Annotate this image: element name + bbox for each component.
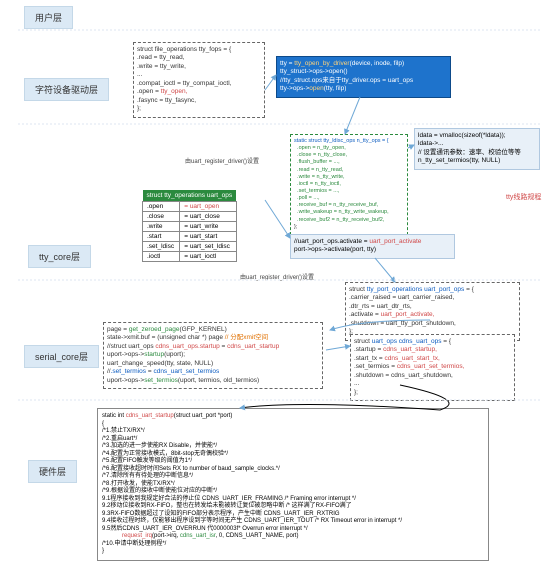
uart-ops-r3b: = uart_write <box>180 222 236 232</box>
hw-c9d: 9.4接收过程时终，仅能够出程序设到字等时间无产生 CDNS_UART_IER_… <box>102 518 484 526</box>
thread-label: tty线路规程 <box>506 192 541 202</box>
port-ops-l5: .shutdown = uart_tty_port_shutdown, <box>349 320 516 328</box>
ldisc-box: static struct tty_ldisc_ops n_tty_ops = … <box>290 134 408 235</box>
uart-ops-r2b: = uart_close <box>180 212 236 222</box>
uart-ops-r6b: = uart_ioctl <box>180 252 236 262</box>
serial-l4: uport->ops->startup(uport); <box>107 351 319 359</box>
cdns-l2: .startup = cdns_uart_startup, <box>354 346 511 354</box>
tty-open-l1: tty = tty_open_by_driver(device, inode, … <box>280 60 447 68</box>
file-ops-title: struct file_operations tty_fops = { <box>137 46 261 54</box>
hw-close: } <box>102 548 484 556</box>
file-ops-fasync: .fasync = tty_fasync, <box>137 97 261 105</box>
uart-ops-r2a: .close <box>143 212 180 222</box>
hw-c6: /*6.配置接收超时时间Sets RX to number of baud_sa… <box>102 466 484 474</box>
file-ops-write: .write = tty_write, <box>137 63 261 71</box>
uart-ops-r6a: .ioctl <box>143 252 180 262</box>
uart-ops-r5b: = uart_set_ldisc <box>180 242 236 252</box>
hw-c9b: 9.2移动位接收到RX-FIFO，整也在转发给未能被转让复位被忽略中断 /* 这… <box>102 503 484 511</box>
serial-box: page = get_zeroed_page(GFP_KERNEL) state… <box>103 322 323 389</box>
port-ops-l4: .activate = uart_port_activate, <box>349 311 516 319</box>
note-reg1: 由uart_register_driver()设置 <box>185 156 259 165</box>
serial-l7: uport->ops->set_termios(uport, termios, … <box>107 377 319 385</box>
cdns-l7: }; <box>354 389 511 397</box>
cdns-l3: .start_tx = cdns_uart_start_tx, <box>354 355 511 363</box>
hw-c1: /*1.禁止TX/RX*/ <box>102 428 484 436</box>
cdns-l5: .shutdown = cdns_uart_shutdown, <box>354 372 511 380</box>
layer-serialcore: serial_core层 <box>24 345 99 368</box>
file-ops-dots: ... <box>137 71 261 79</box>
ldata-l3: // 设置通讯参数：速率、校验位等等 <box>418 149 536 157</box>
uart-ops-table: struct tty_operations uart_ops .open= ua… <box>142 190 237 262</box>
hw-box: static int cdns_uart_startup(struct uart… <box>97 408 489 561</box>
ldata-l1: ldata = vmalloc(sizeof(*ldata)); <box>418 132 536 140</box>
cdns-l6: ... <box>354 380 511 388</box>
activate-box: //uart_port_ops.activate = uart_port_act… <box>290 234 455 259</box>
serial-l5: uart_change_speed(tty, state, NULL) <box>107 360 319 368</box>
file-ops-read: .read = tty_read, <box>137 54 261 62</box>
file-ops-end: }; <box>137 105 261 113</box>
uart-ops-r4a: .start <box>143 232 180 242</box>
hw-c5: /*5.配置FIFO触发等级的阈值为1*/ <box>102 458 484 466</box>
activate-l1: //uart_port_ops.activate = uart_port_act… <box>294 238 451 246</box>
tty-open-l4: tty->ops->open(tty, filp) <box>280 85 447 93</box>
tty-open-l3: //tty_struct.ops来自于tty_driver.ops = uart… <box>280 77 447 85</box>
tty-open-l2: tty_struct->ops->open() <box>280 68 447 76</box>
port-ops-l2: .carrier_raised = uart_carrier_raised, <box>349 294 516 302</box>
ldisc-lines: .open = n_tty_open, .close = n_tty_close… <box>294 145 404 224</box>
hw-c2: /*2.重启uart*/ <box>102 436 484 444</box>
port-ops-l3: .dtr_rts = uart_dtr_rts, <box>349 303 516 311</box>
port-ops-l1: struct tty_port_operations uart_port_ops… <box>349 286 516 294</box>
hw-c9e: 9.5然后CDNS_UART_IER_OVERRUN 代0000003f* Ov… <box>102 526 484 534</box>
cdns-l1: struct uart_ops cdns_uart_ops = { <box>354 338 511 346</box>
hw-c7: /*7.清除所有有待处理的中断信息*/ <box>102 473 484 481</box>
layer-user: 用户层 <box>24 6 73 29</box>
note-reg2: 由uart_register_driver()设置 <box>240 272 314 281</box>
hw-c9: /*9.根据设置的接收中断使能位对应的中断*/ <box>102 488 484 496</box>
uart-ops-r3a: .write <box>143 222 180 232</box>
hw-c8: /*8.打开收发，使能TX/RX*/ <box>102 481 484 489</box>
port-ops-box: struct tty_port_operations uart_port_ops… <box>345 282 520 341</box>
serial-l2: state->xmit.buf = (unsigned char *) page… <box>107 334 319 342</box>
ldisc-title: static struct tty_ldisc_ops n_tty_ops = … <box>294 138 404 145</box>
file-ops-open: .open = tty_open, <box>137 88 261 96</box>
ldata-box: ldata = vmalloc(sizeof(*ldata)); ldata->… <box>414 128 540 170</box>
uart-ops-r1a: .open <box>143 202 180 212</box>
cdns-l4: .set_termios = cdns_uart_set_termios, <box>354 363 511 371</box>
hw-c10: /*10.申请中断处理例程*/ <box>102 541 484 549</box>
hw-c4: /*4.配置为正常接收模式，8bit-stop无奇偶校验*/ <box>102 451 484 459</box>
uart-ops-header: struct tty_operations uart_ops <box>143 190 237 202</box>
uart-ops-r4b: = uart_start <box>180 232 236 242</box>
cdns-ops-box: struct uart_ops cdns_uart_ops = { .start… <box>350 334 515 401</box>
uart-ops-r1b: = uart_open <box>180 202 236 212</box>
file-ops-box: struct file_operations tty_fops = { .rea… <box>133 42 265 118</box>
hw-c3: /*3.加选的进一步使能RX Disable，并使能*/ <box>102 443 484 451</box>
ldata-l2: ldata->... <box>418 140 536 148</box>
layer-hardware: 硬件层 <box>28 460 77 483</box>
hw-c9c: 9.3RX-FIFO数据超过了设知的FIFO部分表示程序，产生中断 CDNS_U… <box>102 511 484 519</box>
hw-c9a: 9.1程序接收到我规定好合法的停止位 CDNS_UART_IER_FRAMING… <box>102 496 484 504</box>
ldisc-end: }; <box>294 224 404 231</box>
layer-ttycore: tty_core层 <box>28 245 91 268</box>
activate-l2: port->ops->activate(port, tty) <box>294 246 451 254</box>
serial-l6: //.set_termios = cdns_uart_set_termios <box>107 368 319 376</box>
hw-open: { <box>102 421 484 429</box>
uart-ops-r5a: .set_ldisc <box>143 242 180 252</box>
layer-chardev: 字符设备驱动层 <box>24 78 109 101</box>
file-ops-compat: .compat_ioctl = tty_compat_ioctl, <box>137 80 261 88</box>
ldata-l4: n_tty_set_termios(tty, NULL) <box>418 157 536 165</box>
hw-title: static int cdns_uart_startup(struct uart… <box>102 413 484 421</box>
serial-l3: //struct uart_ops cdns_uart_ops.startup … <box>107 343 319 351</box>
tty-open-box: tty = tty_open_by_driver(device, inode, … <box>276 56 451 98</box>
